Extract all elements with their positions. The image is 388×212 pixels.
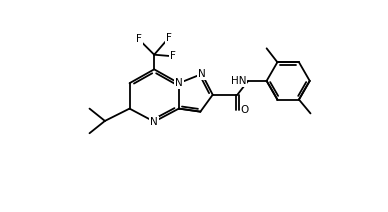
Text: F: F: [170, 51, 176, 61]
Text: N: N: [198, 69, 206, 79]
Text: N: N: [175, 78, 183, 88]
Text: O: O: [241, 105, 249, 115]
Text: F: F: [166, 33, 172, 43]
Text: F: F: [136, 34, 142, 44]
Text: N: N: [150, 117, 158, 127]
Text: HN: HN: [231, 76, 247, 86]
